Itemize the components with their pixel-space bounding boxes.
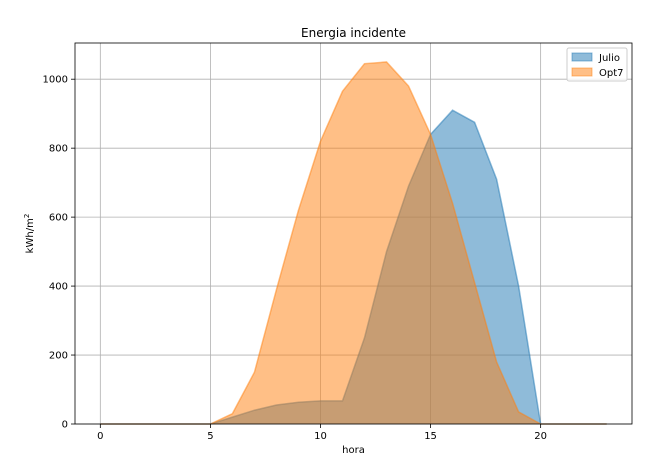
x-tick-label: 5 [207, 431, 213, 442]
legend-label-opt7: Opt7 [599, 68, 624, 79]
legend-swatch-julio [571, 52, 593, 62]
legend-swatch-opt7 [571, 67, 593, 77]
y-tick-label: 1000 [43, 75, 68, 86]
x-axis-label: hora [342, 445, 365, 456]
chart-title: Energia incidente [301, 26, 406, 40]
y-tick-label: 400 [49, 282, 68, 293]
y-tick-label: 0 [62, 420, 68, 431]
x-tick-label: 0 [97, 431, 103, 442]
x-tick-label: 20 [534, 431, 547, 442]
y-axis-label-main: kWh/m [25, 218, 36, 253]
area-opt7 [100, 61, 607, 424]
y-tick-label: 800 [49, 144, 68, 155]
y-axis-label-sup: 2 [23, 214, 31, 218]
plot-frame [74, 42, 633, 425]
y-axis-label: kWh/m2 [23, 214, 36, 254]
legend: Julio Opt7 [566, 47, 628, 82]
x-tick-label: 15 [424, 431, 437, 442]
y-tick-label: 200 [49, 351, 68, 362]
y-tick-label: 600 [49, 213, 68, 224]
x-tick-label: 10 [314, 431, 327, 442]
legend-label-julio: Julio [598, 53, 620, 64]
